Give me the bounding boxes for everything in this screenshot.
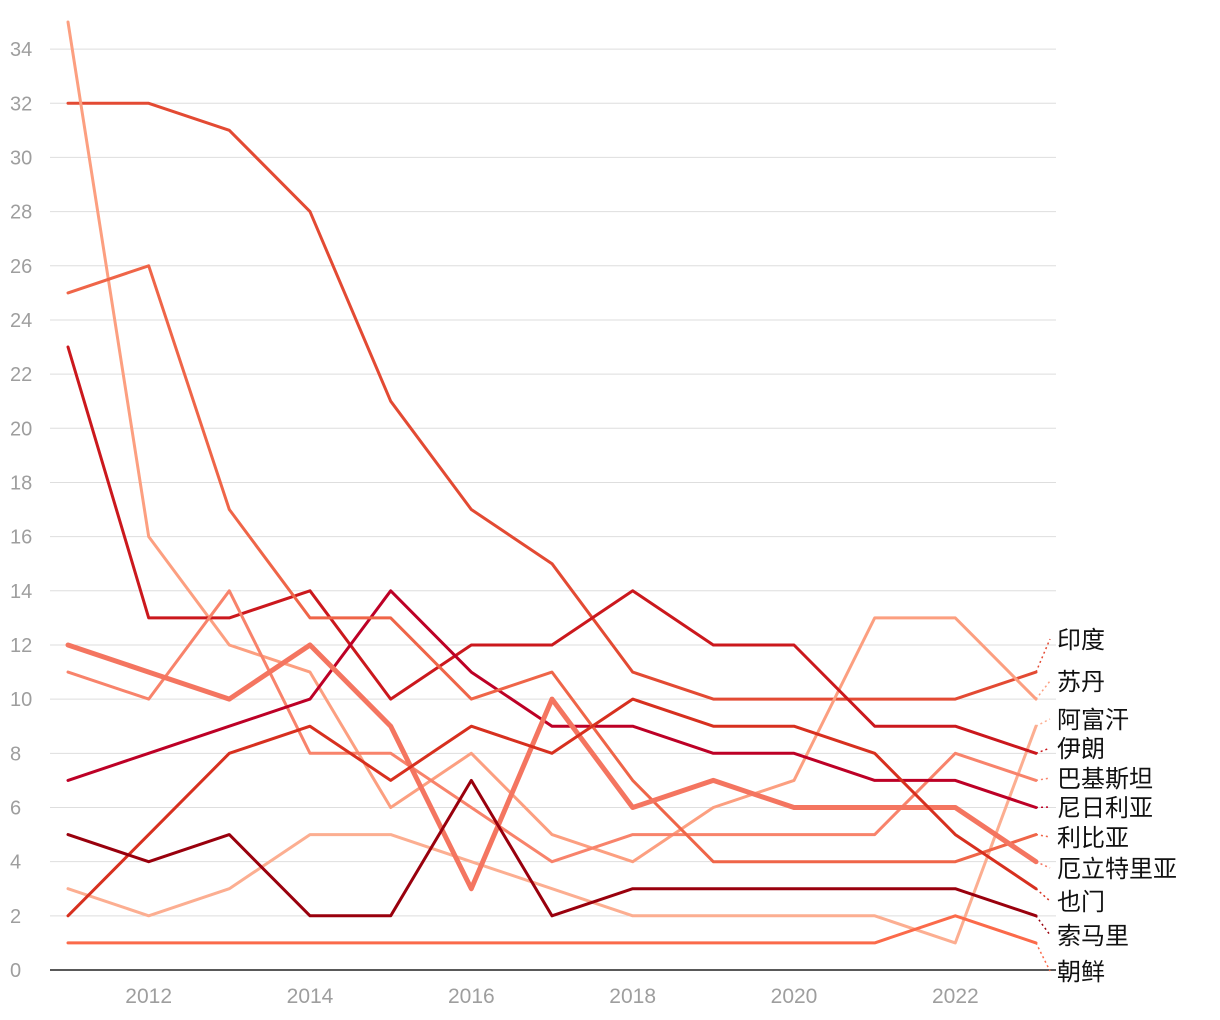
series-line	[66, 697, 1038, 918]
label-leader-line	[1035, 942, 1051, 972]
x-tick-label: 2018	[609, 985, 656, 1008]
series-label: 厄立特里亚	[1057, 855, 1177, 883]
series-line	[66, 345, 1038, 755]
y-tick-label: 30	[10, 147, 32, 169]
label-leader-line	[1035, 680, 1051, 700]
x-tick-label: 2012	[125, 985, 172, 1008]
series-label: 巴基斯坦	[1057, 765, 1153, 793]
series-line	[66, 724, 1038, 945]
y-tick-label: 32	[10, 93, 32, 115]
y-tick-label: 26	[10, 256, 32, 278]
label-leader-line	[1035, 888, 1051, 902]
series-label: 苏丹	[1057, 668, 1105, 696]
series-line	[66, 589, 1038, 809]
label-leader-line	[1035, 915, 1051, 936]
y-tick-label: 22	[10, 364, 32, 386]
series-line	[65, 642, 1039, 892]
y-tick-label: 34	[10, 39, 32, 61]
series-label: 也门	[1057, 888, 1105, 916]
label-leader-line	[1035, 777, 1051, 782]
y-tick-label: 14	[10, 581, 32, 603]
y-tick-label: 18	[10, 472, 32, 494]
series-line	[66, 914, 1038, 945]
x-tick-label: 2014	[287, 985, 334, 1008]
series-line	[66, 101, 1038, 701]
series-line	[66, 778, 1038, 918]
series-line	[66, 264, 1038, 864]
series-line	[66, 589, 1038, 864]
label-leader-line	[1035, 833, 1051, 838]
y-tick-label: 6	[10, 797, 21, 819]
x-tick-label: 2022	[932, 985, 979, 1008]
series-label: 伊朗	[1057, 735, 1105, 763]
y-tick-label: 8	[10, 743, 21, 765]
x-tick-label: 2020	[771, 985, 818, 1008]
y-tick-label: 2	[10, 906, 21, 928]
y-tick-label: 12	[10, 635, 32, 657]
y-tick-label: 10	[10, 689, 32, 711]
series-label: 索马里	[1057, 922, 1129, 950]
series-label: 印度	[1057, 626, 1105, 654]
label-leader-line	[1035, 747, 1051, 755]
y-tick-label: 0	[10, 960, 21, 982]
label-leader-line	[1035, 718, 1051, 727]
series-label: 利比亚	[1057, 824, 1129, 852]
y-tick-label: 20	[10, 418, 32, 440]
series-label: 阿富汗	[1057, 706, 1129, 734]
series-label: 尼日利亚	[1057, 794, 1153, 822]
series-label: 朝鲜	[1057, 958, 1105, 986]
x-tick-label: 2016	[448, 985, 495, 1008]
label-leader-line	[1035, 638, 1051, 673]
y-tick-label: 16	[10, 527, 32, 549]
series-lines	[65, 20, 1039, 945]
y-tick-label: 28	[10, 202, 32, 224]
x-axis-ticks: 2012 2014 2016 2018 2020 2022	[125, 985, 978, 1008]
y-tick-label: 4	[10, 852, 21, 874]
series-line	[66, 20, 1038, 864]
y-tick-label: 24	[10, 310, 32, 332]
